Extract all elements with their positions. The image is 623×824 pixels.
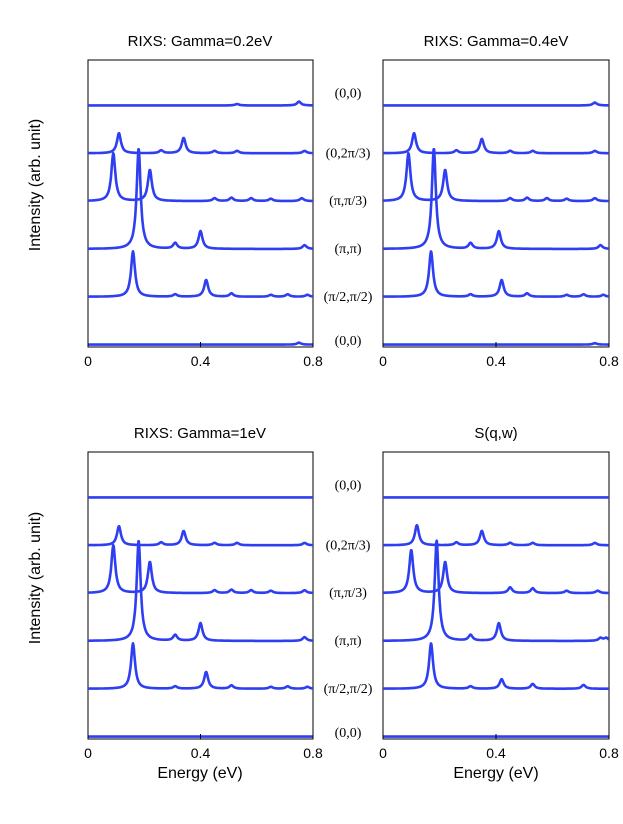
x-tick-label: 0.4 [486, 353, 506, 369]
x-tick-label: 0.4 [486, 745, 506, 761]
momentum-label-2: (π,π/3) [329, 586, 367, 601]
series-line-4-pi-2-pi-2 [88, 642, 313, 690]
series-line-3-pi-pi [383, 148, 609, 251]
x-tick-label: 0.4 [191, 353, 211, 369]
series-line-3-pi-pi [383, 539, 609, 643]
momentum-label-4: (π/2,π/2) [324, 290, 373, 305]
momentum-label-5: (0,0) [335, 726, 362, 741]
momentum-label-4: (π/2,π/2) [324, 682, 373, 697]
series-line-1-0-2pi-3 [383, 131, 609, 155]
series-group [383, 496, 609, 738]
series-line-3-pi-pi [88, 148, 313, 251]
plot-frame [382, 59, 610, 348]
x-tick-label: 0.8 [599, 745, 619, 761]
x-tick-label: 0.8 [303, 353, 323, 369]
panel-title: S(q,w) [474, 425, 517, 442]
momentum-label-3: (π,π) [335, 242, 362, 257]
momentum-label-5: (0,0) [335, 334, 362, 349]
x-tick-label: 0 [84, 745, 92, 761]
momentum-label-0: (0,0) [335, 478, 362, 493]
series-line-2-pi-pi-3 [383, 151, 609, 203]
momentum-label-1: (0,2π/3) [326, 146, 371, 161]
series-line-1-0-2pi-3 [383, 523, 609, 547]
series-line-4-pi-2-pi-2 [383, 250, 609, 298]
x-axis-label-left: Energy (eV) [157, 765, 242, 782]
x-tick-label: 0.8 [303, 745, 323, 761]
series-line-4-pi-2-pi-2 [88, 250, 313, 298]
momentum-label-3: (π,π) [335, 634, 362, 649]
series-line-1-0-2pi-3 [88, 131, 313, 155]
panel-rixs-gamma-1: RIXS: Gamma=1eV 0 0.4 0.8 [84, 425, 323, 761]
series-group [88, 496, 313, 738]
plot-frame [87, 59, 314, 348]
momentum-label-1: (0,2π/3) [326, 538, 371, 553]
panel-s-q-w: S(q,w) 0 0.4 0.8 [379, 425, 619, 761]
panel-title: RIXS: Gamma=1eV [134, 425, 266, 442]
series-line-3-pi-pi [88, 540, 313, 643]
series-line-4-pi-2-pi-2 [383, 642, 609, 690]
x-tick-label: 0.8 [599, 353, 619, 369]
x-tick-label: 0 [379, 353, 387, 369]
y-axis-label-top: Intensity (arb. unit) [27, 119, 44, 252]
x-tick-label: 0 [379, 745, 387, 761]
panel-title: RIXS: Gamma=0.4eV [424, 33, 569, 50]
plot-frame [382, 451, 610, 740]
x-tick-group: 0 0.4 0.8 [379, 342, 619, 369]
series-line-2-pi-pi-3 [383, 549, 609, 595]
momentum-label-2: (π,π/3) [329, 194, 367, 209]
plot-frame [87, 451, 314, 740]
momentum-label-0: (0,0) [335, 86, 362, 101]
series-line-2-pi-pi-3 [88, 151, 313, 203]
x-tick-group: 0 0.4 0.8 [84, 734, 323, 761]
series-line-0-0-0 [88, 100, 313, 107]
series-group [383, 101, 609, 346]
panel-rixs-gamma-0-2: RIXS: Gamma=0.2eV 0 0.4 0.8 [84, 33, 323, 369]
x-tick-group: 0 0.4 0.8 [379, 734, 619, 761]
x-tick-group: 0 0.4 0.8 [84, 342, 323, 369]
series-line-1-0-2pi-3 [88, 524, 313, 547]
x-tick-label: 0 [84, 353, 92, 369]
y-axis-label-bottom: Intensity (arb. unit) [27, 512, 44, 645]
panel-rixs-gamma-0-4: RIXS: Gamma=0.4eV 0 0.4 0.8 [379, 33, 619, 369]
x-tick-label: 0.4 [191, 745, 211, 761]
momentum-labels-top: (0,0) (0,2π/3) (π,π/3) (π,π) (π/2,π/2) (0,0) [324, 86, 373, 349]
panel-title: RIXS: Gamma=0.2eV [128, 33, 273, 50]
x-axis-label-right: Energy (eV) [453, 765, 538, 782]
series-line-2-pi-pi-3 [88, 543, 313, 595]
momentum-labels-bottom: (0,0) (0,2π/3) (π,π/3) (π,π) (π/2,π/2) (0,0) [324, 478, 373, 741]
series-line-0-0-0 [383, 101, 609, 107]
series-group [88, 100, 313, 346]
